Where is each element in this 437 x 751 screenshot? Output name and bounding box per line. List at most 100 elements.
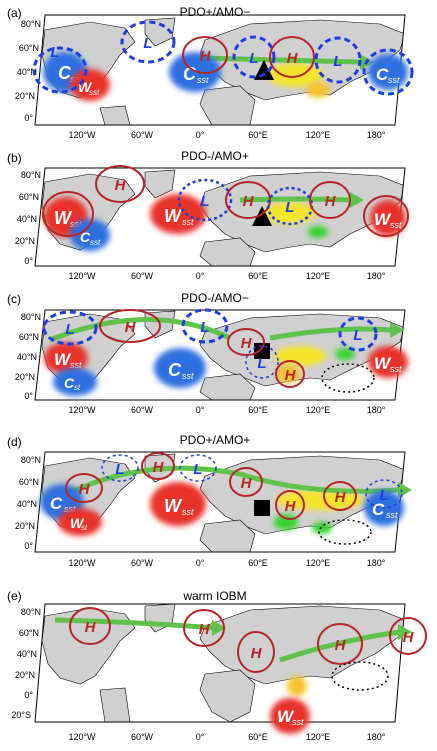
jet-stream-arrow xyxy=(269,326,391,341)
sst-anomaly-cold xyxy=(70,219,110,251)
lon-axis: 120°W 60°W 0° 60°E 120°E 180° xyxy=(68,732,385,742)
sst-anomaly-sub: sst xyxy=(182,507,194,517)
lon-tick-label: 0° xyxy=(196,405,205,415)
high-pressure-label: H xyxy=(85,619,97,636)
green-patch xyxy=(308,226,328,238)
sst-anomaly-sub: sst xyxy=(390,220,402,230)
low-pressure-center xyxy=(42,310,98,346)
lat-tick-label: 80°N xyxy=(21,312,41,322)
jet-stream-arrow xyxy=(54,617,216,631)
lat-tick-label: 20°N xyxy=(15,236,35,246)
high-pressure-center xyxy=(225,181,271,219)
lat-axis: 80°N 60°N 40°N 20°N 0° xyxy=(15,455,41,551)
lat-tick-label: 40°N xyxy=(17,67,37,77)
lon-tick-label: 120°E xyxy=(306,130,331,140)
map-border xyxy=(34,603,406,723)
panel-title: warm IOBM xyxy=(182,589,246,603)
high-pressure-label: H xyxy=(153,459,165,476)
map-border xyxy=(34,167,406,267)
high-pressure-label: H xyxy=(79,481,91,498)
lon-axis: 120°W 60°W 0° 60°E 120°E 180° xyxy=(68,558,385,568)
lon-axis: 120°W 60°W 0° 60°E 120°E 180° xyxy=(68,130,385,140)
circulation-centers: H L H L H xyxy=(42,165,409,237)
sst-anomaly-sub: sst xyxy=(182,371,194,381)
low-pressure-label: L xyxy=(285,199,294,216)
circulation-centers: L L H L H L xyxy=(32,20,414,96)
low-pressure-label: L xyxy=(249,50,258,67)
lon-tick-label: 0° xyxy=(196,558,205,568)
yellow-patch xyxy=(264,202,316,224)
high-pressure-label: H xyxy=(241,475,253,492)
lat-tick-label: 60°N xyxy=(19,477,39,487)
high-pressure-label: H xyxy=(325,193,337,210)
high-pressure-center xyxy=(182,36,228,74)
sst-anomaly-cold xyxy=(154,348,206,388)
sst-anomaly-warm xyxy=(70,69,110,101)
lat-tick-label: 20°N xyxy=(15,521,35,531)
green-patch xyxy=(335,348,355,360)
sst-anomaly-label: C xyxy=(50,494,63,513)
panel-label: (d) xyxy=(7,435,22,449)
dotted-anticyclone xyxy=(331,661,389,691)
sst-anomaly-warm xyxy=(150,194,206,234)
jet-stream-arrowhead xyxy=(212,620,226,636)
high-pressure-label: H xyxy=(287,50,299,67)
north-america xyxy=(41,607,136,685)
panel-label: (c) xyxy=(7,292,21,306)
low-pressure-label: L xyxy=(333,53,342,70)
lon-tick-label: 60°W xyxy=(131,271,154,281)
low-pressure-center xyxy=(32,46,88,94)
sst-anomaly-sub: sst xyxy=(390,364,402,374)
map-border xyxy=(34,451,406,553)
africa xyxy=(199,669,256,722)
lat-tick-label: 40°N xyxy=(17,499,37,509)
sst-anomaly-label: C xyxy=(168,360,182,380)
lon-tick-label: 60°W xyxy=(131,732,154,742)
low-pressure-center xyxy=(365,479,403,509)
lat-tick-label: 20°N xyxy=(15,372,35,382)
greenland xyxy=(144,17,176,47)
lat-tick-label: 60°N xyxy=(19,628,39,638)
sst-anomaly-warm xyxy=(368,346,408,378)
high-pressure-center xyxy=(69,607,111,645)
panel-c: (c) PDO-/AMO− 80°N 60°N 40°N 20°N 0° 120… xyxy=(7,291,408,415)
low-pressure-center xyxy=(120,20,176,64)
jet-stream-arrowhead xyxy=(398,482,412,498)
lon-axis: 120°W 60°W 0° 60°E 120°E 180° xyxy=(68,271,385,281)
high-pressure-center xyxy=(237,631,275,673)
sst-anomaly-label: W xyxy=(54,208,73,228)
sst-anomaly-label: W xyxy=(374,210,392,229)
low-pressure-label: L xyxy=(65,321,74,338)
panel-d: (d) PDO+/AMO+ 80°N 60°N 40°N 20°N 0° 120… xyxy=(7,433,412,568)
panel-label: (e) xyxy=(7,589,22,603)
sst-anomaly-warm xyxy=(270,698,310,734)
yellow-patch xyxy=(276,490,364,510)
lon-axis: 120°W 60°W 0° 60°E 120°E 180° xyxy=(68,405,385,415)
panel-a: (a) PDO+/AMO− 80°N 60°N 40°N 20°N 0° 120… xyxy=(7,5,414,140)
high-pressure-label: H xyxy=(125,319,137,336)
low-pressure-center xyxy=(101,454,139,482)
high-pressure-center xyxy=(389,617,427,655)
sst-anomaly-sub: sst xyxy=(386,510,398,520)
lon-tick-label: 60°E xyxy=(248,130,268,140)
low-pressure-label: L xyxy=(50,44,59,61)
sst-anomaly-sub: sst xyxy=(292,717,304,727)
lat-axis: 80°N 60°N 40°N 20°N 0° xyxy=(15,170,41,266)
sst-anomaly-label: C xyxy=(64,375,75,391)
sst-anomaly-cold xyxy=(53,368,97,396)
lat-tick-label: 0° xyxy=(24,113,33,123)
lon-tick-label: 180° xyxy=(367,271,386,281)
sst-anomaly-label: W xyxy=(70,515,85,531)
high-pressure-center xyxy=(309,181,351,219)
sst-anomaly-sub: sst xyxy=(388,75,400,85)
lat-tick-label: 60°N xyxy=(19,43,39,53)
sst-anomaly-sub: sst xyxy=(64,504,76,514)
low-pressure-center xyxy=(314,36,362,84)
high-pressure-label: H xyxy=(251,645,263,662)
lon-tick-label: 180° xyxy=(367,130,386,140)
lon-tick-label: 60°E xyxy=(248,405,268,415)
jet-stream-arrowhead xyxy=(398,624,412,640)
sst-anomaly-label: C xyxy=(376,65,389,84)
lon-tick-label: 60°E xyxy=(248,558,268,568)
